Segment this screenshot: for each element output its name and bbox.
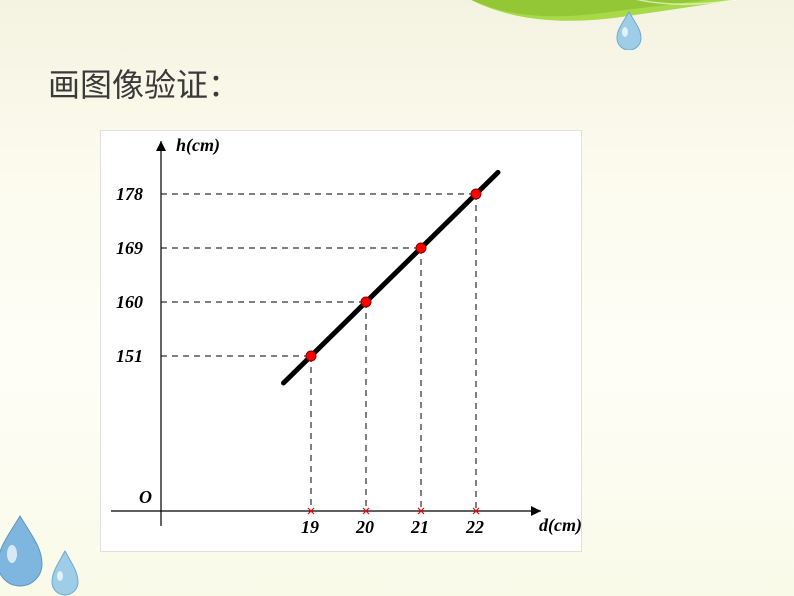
y-tick-label: 169: [116, 238, 143, 258]
x-tick-label: 22: [465, 517, 484, 537]
regression-line: [284, 172, 499, 383]
line-chart: h(cm) d(cm) O 151 19 160 20 169 21 178 22: [101, 131, 581, 551]
chart-container: h(cm) d(cm) O 151 19 160 20 169 21 178 22: [100, 130, 582, 552]
data-point: [416, 243, 426, 253]
waterdrops-corner-icon: [0, 486, 110, 596]
x-tick-label: 21: [410, 517, 429, 537]
y-tick-label: 151: [116, 346, 143, 366]
slide: 画图像验证： h(cm) d(cm) O 151 19 160 20 169 21 178 22: [0, 0, 794, 596]
y-tick-label: 178: [116, 184, 143, 204]
x-tick-label: 20: [355, 517, 374, 537]
y-axis-label: h(cm): [176, 135, 220, 156]
x-axis-label: d(cm): [539, 515, 581, 536]
waterdrop-icon: [614, 10, 644, 50]
y-tick-label: 160: [116, 292, 143, 312]
x-tick-label: 19: [301, 517, 319, 537]
origin-label: O: [139, 487, 152, 507]
page-title: 画图像验证：: [48, 60, 240, 106]
data-point: [471, 189, 481, 199]
data-point: [361, 297, 371, 307]
data-point: [306, 351, 316, 361]
